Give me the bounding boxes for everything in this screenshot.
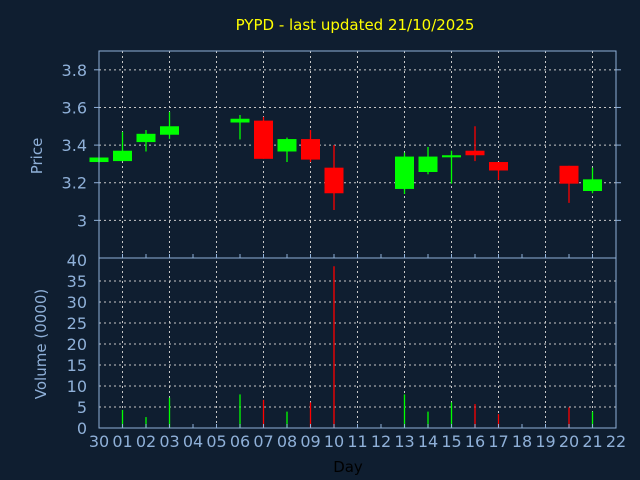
x-tick-label: 12: [371, 432, 391, 451]
candle-body: [418, 156, 438, 173]
x-tick-label: 08: [277, 432, 297, 451]
candle-body: [230, 118, 250, 123]
x-tick-label: 06: [230, 432, 250, 451]
x-tick-label: 16: [465, 432, 485, 451]
candle-body: [136, 133, 156, 143]
x-tick-label: 02: [136, 432, 156, 451]
x-tick-label: 17: [488, 432, 508, 451]
y-axis-label: Price: [28, 138, 46, 175]
candle-body: [301, 139, 320, 160]
volume-tick-label: 10: [67, 377, 87, 396]
candle-body: [465, 150, 485, 156]
x-tick-label: 10: [324, 432, 344, 451]
x-tick-label: 14: [418, 432, 438, 451]
volume-tick-label: 20: [67, 335, 87, 354]
volume-tick-label: 5: [77, 398, 87, 417]
x-tick-label: 21: [582, 432, 602, 451]
candle-body: [160, 126, 179, 135]
candle-body: [583, 179, 602, 192]
volume-tick-label: 25: [67, 314, 87, 333]
price-tick-label: 3: [77, 211, 87, 230]
volume-tick-label: 0: [77, 419, 87, 438]
candle-body: [442, 155, 461, 158]
x-tick-label: 22: [606, 432, 626, 451]
x-tick-label: 13: [394, 432, 414, 451]
candle-body: [489, 162, 508, 171]
volume-axis-label: Volume (0000): [32, 289, 50, 399]
price-tick-label: 3.2: [62, 174, 87, 193]
x-tick-label: 18: [512, 432, 532, 451]
x-tick-label: 15: [441, 432, 461, 451]
volume-tick-label: 40: [67, 251, 87, 270]
price-tick-label: 3.8: [62, 61, 87, 80]
x-tick-label: 09: [300, 432, 320, 451]
volume-tick-label: 15: [67, 356, 87, 375]
x-tick-label: 03: [159, 432, 179, 451]
x-tick-label: 19: [535, 432, 555, 451]
candle-body: [113, 150, 132, 162]
x-tick-label: 07: [253, 432, 273, 451]
volume-tick-label: 30: [67, 293, 87, 312]
candle-body: [254, 120, 273, 159]
candle-body: [395, 156, 414, 189]
price-tick-label: 3.6: [62, 98, 87, 117]
x-tick-label: 30: [89, 432, 109, 451]
price-tick-label: 3.4: [62, 136, 87, 155]
chart-title: PYPD - last updated 21/10/2025: [236, 16, 475, 34]
candle-body: [559, 165, 579, 184]
volume-tick-label: 35: [67, 272, 87, 291]
x-axis-label: Day: [333, 458, 363, 476]
x-tick-label: 05: [206, 432, 226, 451]
x-tick-label: 04: [183, 432, 203, 451]
candle-body: [277, 139, 297, 152]
candle-body: [324, 167, 344, 194]
x-tick-label: 01: [112, 432, 132, 451]
x-tick-label: 11: [347, 432, 367, 451]
x-tick-label: 20: [559, 432, 579, 451]
